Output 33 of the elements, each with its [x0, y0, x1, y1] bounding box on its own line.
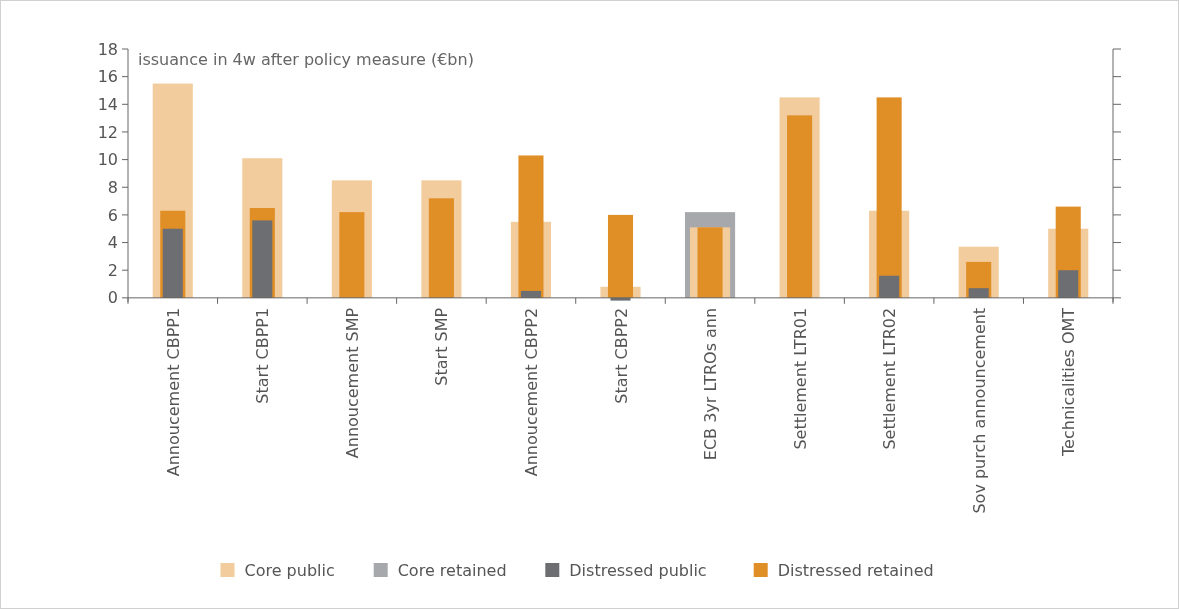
y-tick-label: 12: [97, 122, 118, 142]
y-tick-label: 0: [107, 288, 118, 308]
x-tick-label: Annoucement CBPP1: [163, 307, 183, 477]
y-tick-label: 10: [97, 150, 118, 170]
x-tick-label: Sov purch announcement: [969, 307, 989, 514]
y-tick-label: 18: [97, 39, 118, 59]
y-tick-label: 8: [107, 177, 118, 197]
bar: [339, 212, 365, 298]
legend-label: Distressed public: [569, 560, 707, 580]
bar: [518, 155, 544, 298]
x-tick-label: Settlement LTR02: [880, 307, 900, 450]
x-tick-label: Start CBPP1: [253, 307, 273, 404]
legend-label: Core public: [244, 560, 335, 580]
y-tick-label: 4: [107, 233, 118, 253]
x-tick-label: Settlement LTR01: [790, 307, 810, 450]
bar: [876, 97, 902, 298]
bar: [787, 115, 813, 298]
x-tick-label: Start SMP: [432, 307, 452, 386]
x-tick-label: Start CBPP2: [611, 307, 631, 404]
chart-title: issuance in 4w after policy measure (€bn): [138, 50, 474, 69]
y-tick-label: 14: [97, 94, 118, 114]
y-tick-label: 16: [97, 67, 118, 87]
bar: [428, 198, 454, 298]
x-tick-label: Technicalities OMT: [1059, 307, 1079, 457]
x-tick-label: Annoucement CBPP2: [521, 307, 541, 477]
legend-label: Distressed retained: [777, 560, 934, 580]
y-tick-label: 2: [107, 260, 118, 280]
y-tick-label: 6: [107, 205, 118, 225]
x-tick-label: ECB 3yr LTROs ann: [701, 307, 721, 461]
legend-label: Core retained: [397, 560, 507, 580]
x-tick-label: Annoucement SMP: [342, 307, 362, 459]
bar: [697, 227, 723, 298]
bar: [607, 214, 634, 298]
